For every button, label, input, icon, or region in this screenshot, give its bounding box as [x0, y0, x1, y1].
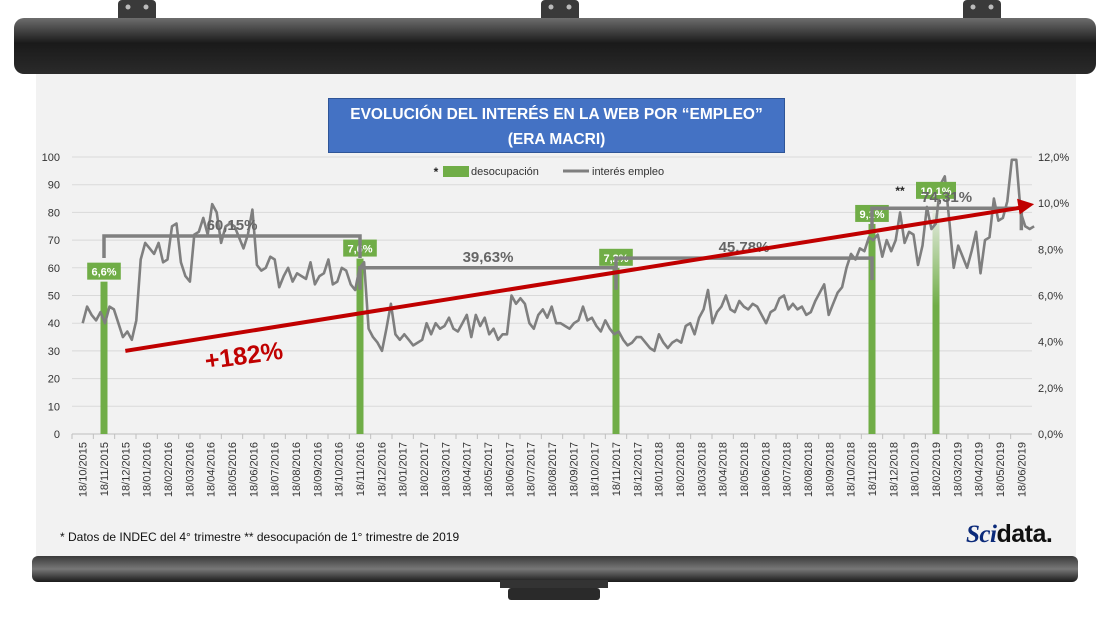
x-tick-label: 18/04/2018 — [718, 442, 730, 497]
x-tick-label: 18/06/2016 — [248, 442, 260, 497]
screen-surface — [36, 74, 1076, 558]
title-line-2: (ERA MACRI) — [507, 131, 606, 148]
y-right-tick-label: 2,0% — [1038, 383, 1063, 395]
x-tick-label: 18/02/2016 — [163, 442, 175, 497]
y-right-tick-label: 12,0% — [1038, 152, 1069, 164]
y-left-tick-label: 30 — [48, 346, 60, 358]
x-tick-label: 18/08/2017 — [547, 442, 559, 497]
x-tick-label: 18/05/2018 — [739, 442, 751, 497]
x-tick-label: 18/03/2016 — [184, 442, 196, 497]
y-right-tick-label: 10,0% — [1038, 198, 1069, 210]
data-label: 6,6% — [91, 267, 116, 279]
x-tick-label: 18/11/2016 — [355, 442, 367, 496]
scidata-logo: Scidata. — [966, 520, 1053, 549]
x-tick-label: 18/12/2016 — [376, 442, 388, 497]
legend-bar-label: desocupación — [471, 166, 539, 178]
footnote: * Datos de INDEC del 4° trimestre ** des… — [60, 530, 460, 544]
bracket-label: 74,31% — [921, 189, 972, 206]
bracket-label: 60,15% — [207, 217, 258, 234]
x-tick-label: 18/02/2017 — [419, 442, 431, 497]
y-left-tick-label: 70 — [48, 235, 60, 247]
x-tick-label: 18/05/2019 — [995, 442, 1007, 497]
bracket — [102, 234, 362, 258]
x-tick-label: 18/03/2017 — [440, 442, 452, 497]
x-tick-label: 18/08/2016 — [291, 442, 303, 497]
x-tick-label: 18/12/2015 — [120, 442, 132, 497]
y-left-tick-label: 0 — [54, 429, 60, 441]
x-tick-label: 18/02/2018 — [675, 442, 687, 497]
y-left-tick-label: 90 — [48, 180, 60, 192]
x-tick-label: 18/08/2018 — [803, 442, 815, 497]
x-tick-label: 18/03/2018 — [696, 442, 708, 497]
page-title: EVOLUCIÓN DEL INTERÉS EN LA WEB POR “EMP… — [328, 98, 785, 153]
x-tick-label: 18/11/2015 — [99, 442, 111, 496]
x-tick-label: 18/04/2016 — [206, 442, 218, 497]
x-tick-label: 18/11/2017 — [611, 442, 623, 496]
bar — [356, 258, 364, 434]
x-tick-label: 18/09/2018 — [824, 442, 836, 497]
x-tick-label: 18/03/2019 — [952, 442, 964, 497]
x-tick-label: 18/11/2018 — [867, 442, 879, 496]
y-right-tick-label: 0,0% — [1038, 429, 1063, 441]
x-tick-label: 18/12/2018 — [888, 442, 900, 497]
logo-part-1: Sci — [966, 521, 997, 548]
data-label-marker: ** — [895, 184, 905, 198]
x-tick-label: 18/10/2016 — [334, 442, 346, 497]
x-tick-label: 18/06/2017 — [504, 442, 516, 497]
y-left-tick-label: 40 — [48, 318, 60, 330]
bracket — [870, 206, 1024, 231]
legend-line-label: interés empleo — [592, 166, 664, 178]
line-series-interes — [81, 158, 1035, 353]
x-tick-label: 18/10/2018 — [846, 442, 858, 497]
legend-bar-marker: * — [434, 165, 439, 179]
bar — [100, 281, 108, 434]
top-roller — [14, 0, 1096, 74]
bracket — [614, 256, 874, 281]
x-tick-label: 18/05/2017 — [483, 442, 495, 497]
x-tick-label: 18/04/2017 — [462, 442, 474, 497]
y-right-tick-label: 6,0% — [1038, 291, 1063, 303]
y-left-tick-label: 10 — [48, 401, 60, 413]
y-left-tick-label: 80 — [48, 207, 60, 219]
y-right-tick-label: 8,0% — [1038, 244, 1063, 256]
x-tick-label: 18/05/2016 — [227, 442, 239, 497]
title-line-1: EVOLUCIÓN DEL INTERÉS EN LA WEB POR “EMP… — [350, 106, 763, 123]
x-tick-label: 18/04/2019 — [974, 442, 986, 497]
x-tick-label: 18/01/2018 — [654, 442, 666, 497]
x-tick-label: 18/10/2017 — [590, 442, 602, 497]
y-left-tick-label: 60 — [48, 263, 60, 275]
x-tick-label: 18/02/2019 — [931, 442, 943, 497]
data-label-box — [916, 181, 956, 199]
bracket-label: 39,63% — [463, 249, 514, 266]
legend-bar-swatch — [443, 166, 469, 177]
x-tick-label: 18/07/2016 — [270, 442, 282, 497]
data-label-box — [87, 262, 121, 280]
x-tick-label: 18/07/2018 — [782, 442, 794, 497]
x-tick-label: 18/12/2017 — [632, 442, 644, 497]
x-tick-label: 18/09/2017 — [568, 442, 580, 497]
bar — [932, 200, 940, 434]
y-left-tick-label: 50 — [48, 291, 60, 303]
bottom-roller — [32, 556, 1078, 600]
y-left-tick-label: 100 — [42, 152, 60, 164]
trend-arrow-head — [1017, 198, 1035, 215]
x-tick-label: 18/01/2017 — [398, 442, 410, 497]
x-tick-label: 18/06/2018 — [760, 442, 772, 497]
bar — [868, 223, 876, 434]
data-label: 10,1% — [920, 186, 951, 198]
x-tick-label: 18/07/2017 — [526, 442, 538, 497]
x-tick-label: 18/06/2019 — [1016, 442, 1028, 497]
x-tick-label: 18/01/2019 — [910, 442, 922, 497]
trend-arrow-line — [125, 205, 1025, 353]
logo-part-2: data. — [996, 520, 1053, 548]
x-tick-label: 18/01/2016 — [142, 442, 154, 497]
y-left-tick-label: 20 — [48, 374, 60, 386]
x-tick-label: 18/10/2015 — [78, 442, 90, 497]
x-tick-label: 18/09/2016 — [312, 442, 324, 497]
bar — [612, 267, 620, 434]
y-right-tick-label: 4,0% — [1038, 337, 1063, 349]
